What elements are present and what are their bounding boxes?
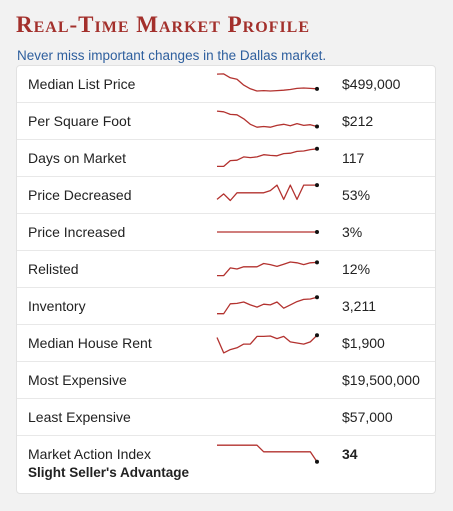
row-label: Median List Price	[28, 76, 136, 92]
sparkline-line	[217, 148, 318, 168]
row-divider	[17, 176, 435, 177]
row-value: 53%	[342, 187, 371, 203]
sparkline	[216, 333, 319, 354]
row-divider	[17, 287, 435, 288]
sparkline	[217, 295, 319, 315]
row-median-list-price: Median List Price $499,000	[17, 66, 435, 103]
sparkline-line	[217, 296, 318, 315]
sparkline	[217, 230, 319, 234]
sparkline-endpoint	[315, 295, 319, 300]
row-divider	[17, 324, 435, 325]
row-label: Price Decreased	[28, 187, 132, 203]
row-value: $499,000	[342, 76, 401, 92]
row-value: $57,000	[342, 409, 393, 425]
page-subtitle: Never miss important changes in the Dall…	[17, 48, 327, 63]
row-divider	[17, 398, 435, 399]
sparkline-line	[217, 444, 318, 463]
sparkline	[216, 110, 319, 129]
row-value: 12%	[342, 261, 371, 277]
sparkline-endpoint	[315, 260, 319, 265]
row-value: 34	[342, 446, 358, 462]
row-divider	[17, 435, 435, 436]
sparkline-endpoint	[315, 183, 319, 188]
row-divider	[17, 139, 435, 140]
sparkline	[217, 444, 319, 464]
page-title: Real-Time Market Profile	[16, 12, 311, 37]
row-label: Inventory	[28, 298, 86, 314]
row-value: 117	[342, 150, 365, 166]
sparkline	[216, 73, 319, 92]
sparkline-line	[216, 184, 317, 202]
row-label: Most Expensive	[28, 372, 127, 388]
sparkline-endpoint	[315, 124, 319, 129]
row-market-action-index: Market Action Index Slight Seller's Adva…	[17, 436, 435, 492]
row-per-square-foot: Per Square Foot $212	[17, 103, 435, 140]
row-divider	[17, 213, 435, 214]
row-value: $212	[342, 113, 374, 129]
row-label: Price Increased	[28, 224, 126, 240]
row-divider	[17, 250, 435, 251]
row-days-on-market: Days on Market 117	[17, 140, 435, 177]
row-label: Market Action Index	[28, 446, 151, 462]
row-label: Per Square Foot	[28, 113, 131, 129]
sparkline-endpoint	[315, 146, 319, 151]
row-value: 3,211	[342, 298, 376, 314]
row-label: Days on Market	[28, 150, 127, 166]
row-value: $1,900	[342, 335, 385, 351]
row-price-decreased: Price Decreased 53%	[17, 177, 435, 214]
row-price-increased: Price Increased 3%	[17, 214, 435, 251]
market-action-status: Slight Seller's Advantage	[28, 465, 190, 480]
row-inventory: Inventory 3,211	[17, 288, 435, 325]
sparkline	[217, 146, 319, 168]
row-value: $19,500,000	[342, 372, 420, 388]
sparkline-endpoint	[315, 86, 319, 91]
row-label: Least Expensive	[28, 409, 131, 425]
sparkline-endpoint	[315, 333, 319, 338]
sparkline-line	[216, 334, 318, 354]
sparkline-line	[216, 110, 318, 128]
sparkline-line	[217, 261, 318, 277]
sparkline-line	[216, 73, 318, 92]
row-label: Relisted	[28, 261, 79, 277]
row-most-expensive: Most Expensive $19,500,000	[17, 362, 435, 399]
row-least-expensive: Least Expensive $57,000	[17, 399, 435, 436]
sparkline	[217, 260, 319, 277]
market-profile-table: Median List Price $499,000 Per Square Fo…	[16, 65, 436, 494]
row-value: 3%	[342, 224, 363, 240]
row-relisted: Relisted 12%	[17, 251, 435, 288]
sparkline-endpoint	[315, 230, 319, 234]
row-median-house-rent: Median House Rent $1,900	[17, 325, 435, 362]
sparkline	[216, 183, 319, 202]
sparkline-endpoint	[315, 459, 319, 464]
row-divider	[17, 361, 435, 362]
row-label: Median House Rent	[28, 335, 152, 351]
row-divider	[17, 102, 435, 103]
